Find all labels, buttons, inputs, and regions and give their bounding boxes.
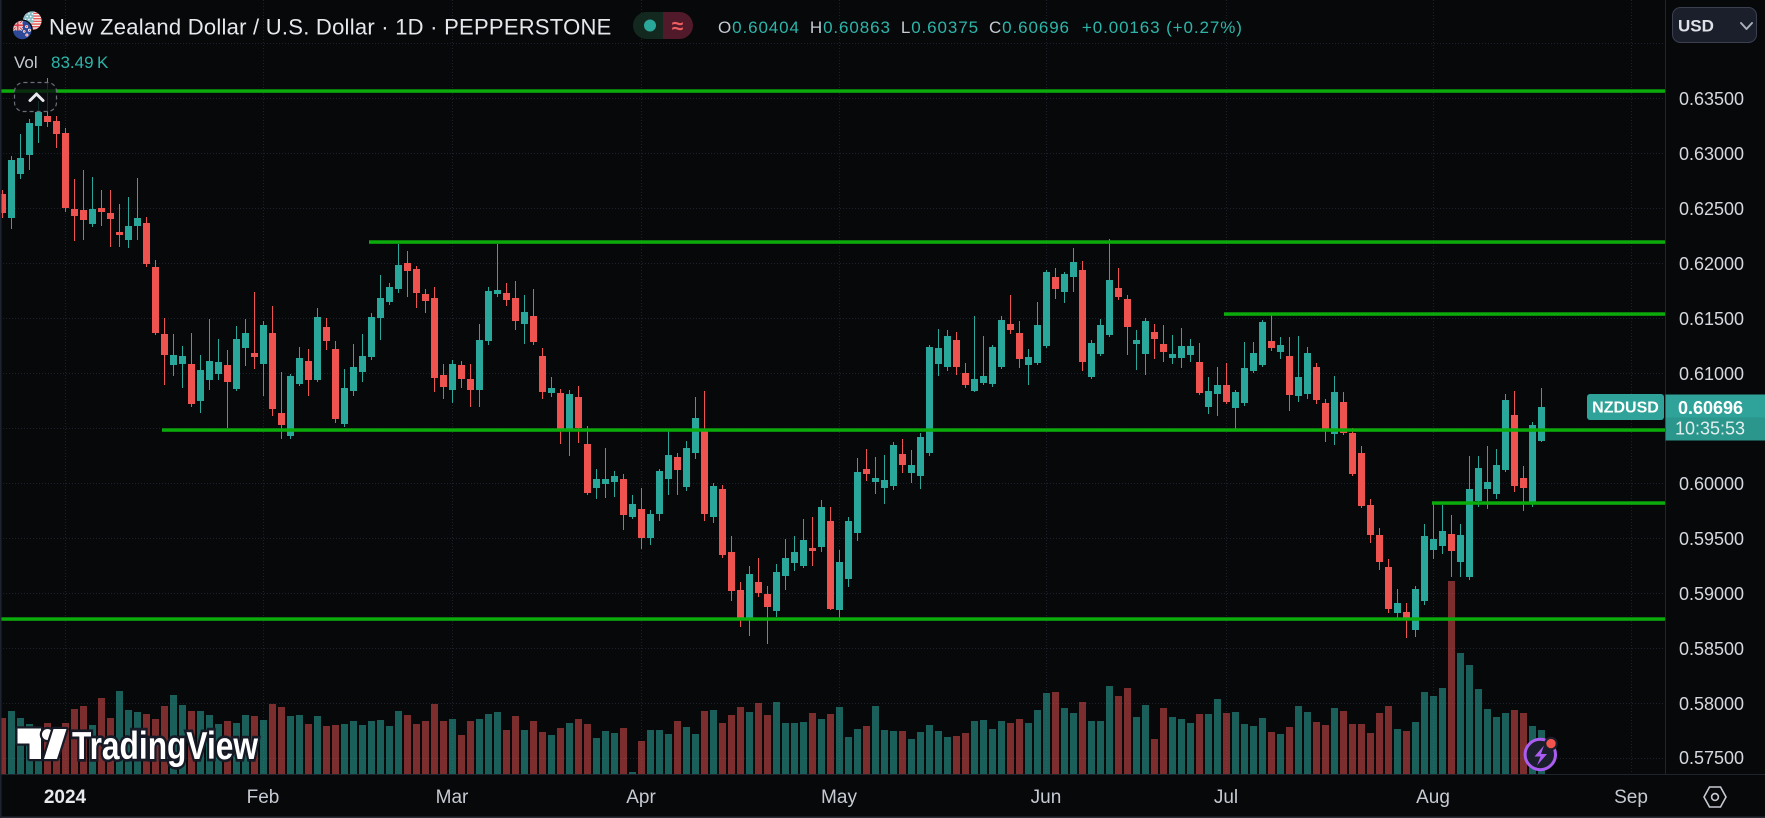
svg-text:0.62000: 0.62000 (1679, 254, 1744, 274)
svg-text:NZDUSD: NZDUSD (1592, 400, 1659, 417)
svg-text:Aug: Aug (1416, 787, 1450, 808)
svg-text:May: May (821, 787, 857, 808)
svg-text:Sep: Sep (1614, 787, 1648, 808)
svg-text:Jun: Jun (1031, 787, 1062, 808)
svg-text:0.62500: 0.62500 (1679, 199, 1744, 219)
svg-text:2024: 2024 (44, 787, 87, 808)
svg-text:Jul: Jul (1214, 787, 1238, 808)
svg-text:Mar: Mar (436, 787, 469, 808)
svg-text:0.63500: 0.63500 (1679, 89, 1744, 109)
svg-text:0.57500: 0.57500 (1679, 748, 1744, 768)
svg-text:0.61000: 0.61000 (1679, 364, 1744, 384)
svg-text:0.61500: 0.61500 (1679, 309, 1744, 329)
svg-text:0.59500: 0.59500 (1679, 529, 1744, 549)
svg-text:New Zealand Dollar / U.S. Doll: New Zealand Dollar / U.S. Dollar · 1D · … (49, 15, 612, 40)
svg-text:TradingView: TradingView (72, 725, 259, 768)
svg-text:83.49 K: 83.49 K (51, 53, 109, 72)
svg-text:10:35:53: 10:35:53 (1675, 419, 1745, 439)
svg-text:Apr: Apr (626, 787, 656, 808)
svg-text:0.58500: 0.58500 (1679, 639, 1744, 659)
svg-text:Feb: Feb (247, 787, 280, 808)
svg-text:≈: ≈ (672, 15, 684, 38)
svg-text:0.60696: 0.60696 (1678, 398, 1743, 418)
svg-text:Vol: Vol (14, 53, 38, 72)
svg-text:0.60000: 0.60000 (1679, 474, 1744, 494)
svg-text:0.59000: 0.59000 (1679, 584, 1744, 604)
svg-text:USD: USD (1678, 17, 1714, 36)
svg-text:0.58000: 0.58000 (1679, 694, 1744, 714)
svg-text:0.63000: 0.63000 (1679, 144, 1744, 164)
